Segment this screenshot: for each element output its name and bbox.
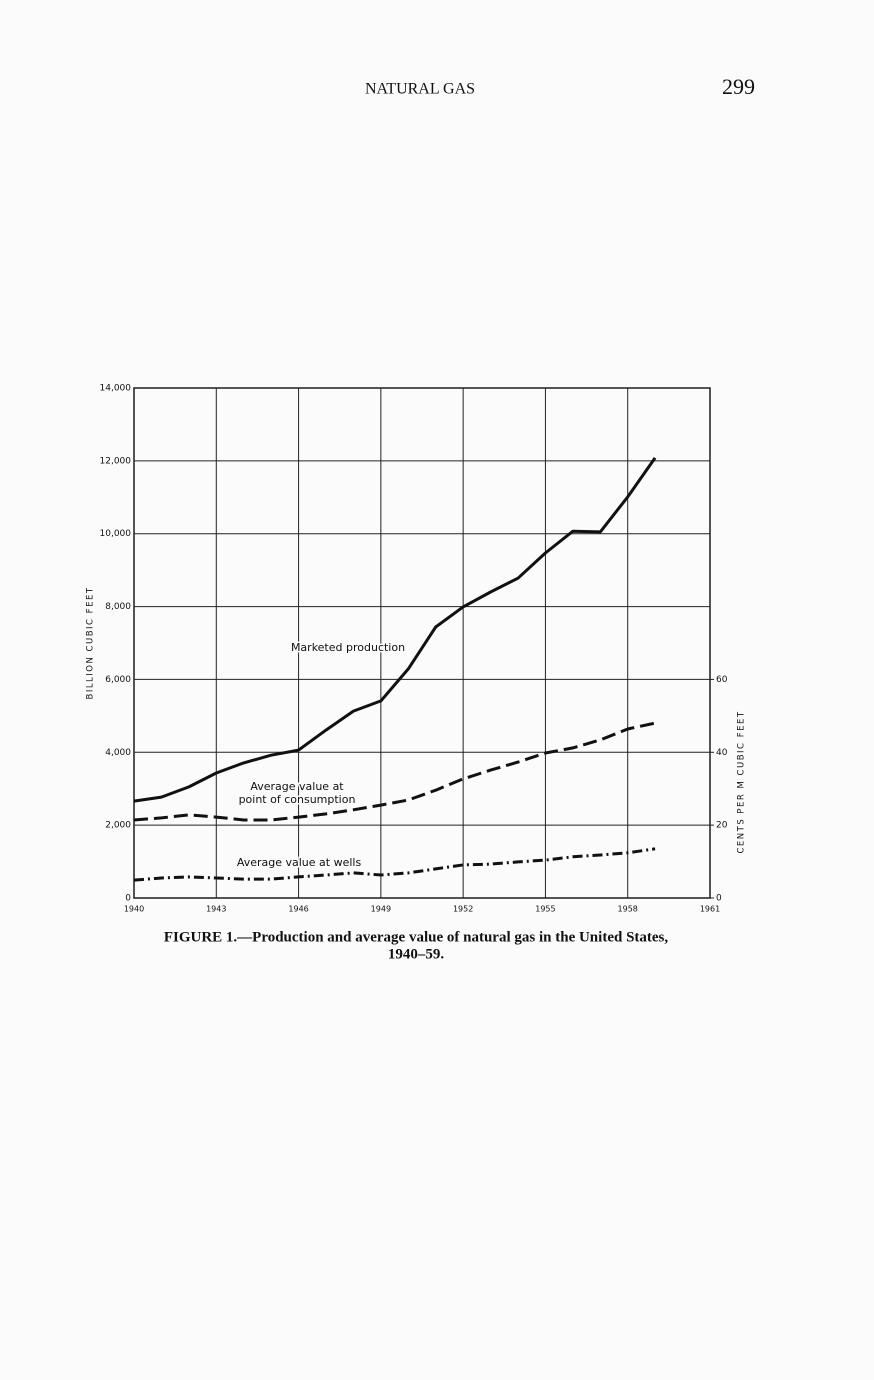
x-tick-label: 1961 [700, 905, 720, 914]
y2-tick-label: 0 [716, 894, 722, 904]
y2-axis-label: CENTS PER M CUBIC FEET [737, 710, 747, 853]
page-number: 299 [722, 74, 755, 99]
y-tick-label: 14,000 [100, 384, 132, 394]
x-tick-label: 1940 [124, 905, 144, 914]
y2-tick-label: 60 [716, 675, 728, 685]
y-tick-label: 12,000 [100, 456, 132, 466]
annotation: point of consumption [239, 793, 356, 806]
plot-frame [133, 387, 711, 899]
x-tick-label: 1943 [206, 905, 226, 914]
y2-tick-label: 20 [716, 821, 728, 831]
caption: FIGURE 1.—Production and average value o… [164, 929, 669, 945]
x-tick-label: 1946 [288, 905, 308, 914]
running-header: NATURAL GAS [365, 81, 475, 98]
annotation: Average value at [250, 780, 344, 793]
x-tick-label: 1955 [535, 905, 555, 914]
y2-tick-label: 40 [716, 748, 728, 758]
x-tick-label: 1949 [371, 905, 391, 914]
y-tick-label: 8,000 [105, 602, 131, 612]
y-tick-label: 10,000 [100, 529, 132, 539]
y-tick-label: 0 [125, 894, 131, 904]
x-tick-label: 1958 [618, 905, 638, 914]
y-tick-label: 6,000 [105, 675, 131, 685]
series-line [133, 847, 656, 882]
x-tick-label: 1952 [453, 905, 473, 914]
series-line [133, 721, 656, 822]
annotation: Marketed production [291, 641, 405, 654]
y-axis-label: BILLION CUBIC FEET [86, 586, 96, 699]
caption: 1940–59. [388, 946, 445, 962]
y-tick-label: 4,000 [105, 748, 131, 758]
annotation: Average value at wells [237, 856, 362, 869]
series-line [133, 457, 657, 803]
y-tick-label: 2,000 [105, 821, 131, 831]
